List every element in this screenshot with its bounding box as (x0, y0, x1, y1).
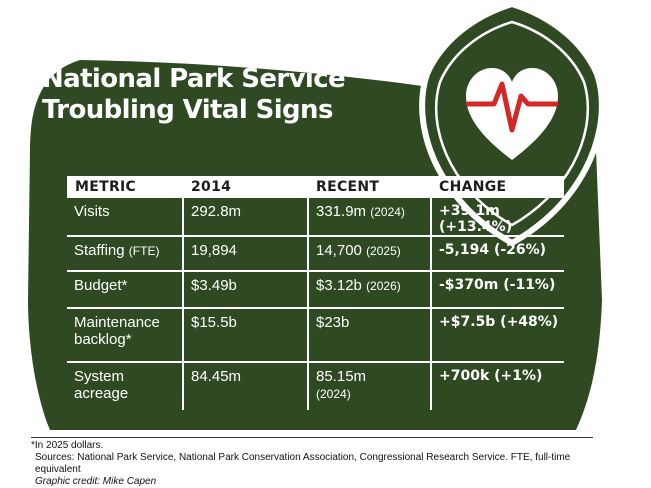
sources-note: Sources: National Park Service, National… (35, 452, 571, 475)
graphic-credit: Graphic credit: Mike Capen (35, 476, 157, 487)
recent-note: (2024) (316, 387, 351, 401)
metric-label: System acreage (74, 368, 129, 402)
table-row: Maintenance backlog* $15.5b $23b +$7.5b … (67, 308, 564, 363)
vital-signs-table-wrap: METRIC 2014 RECENT CHANGE Visits 292.8m … (67, 176, 564, 410)
vital-signs-table: METRIC 2014 RECENT CHANGE Visits 292.8m … (67, 176, 564, 410)
metric-cell: Budget* (67, 271, 183, 309)
change-cell: +39.1m (+13.4%) (430, 198, 564, 237)
value-2014-cell: $15.5b (182, 308, 308, 363)
footnote: *In 2025 dollars. (31, 440, 104, 451)
change-cell: +700k (+1%) (430, 362, 564, 410)
metric-note: (FTE) (128, 244, 160, 258)
value-2014-cell: 84.45m (182, 362, 308, 410)
recent-note: (2026) (366, 279, 401, 293)
recent-cell: 85.15m (2024) (307, 362, 431, 410)
change-cell: -$370m (-11%) (430, 271, 564, 309)
recent-value: $23b (316, 314, 350, 331)
metric-label: Maintenance backlog* (74, 314, 160, 348)
recent-value: 85.15m (316, 368, 367, 385)
metric-cell: System acreage (67, 362, 183, 410)
metric-label: Visits (74, 203, 110, 220)
recent-value: 331.9m (316, 203, 367, 220)
title-line-1: National Park Service (42, 64, 346, 94)
metric-cell: Maintenance backlog* (67, 308, 183, 363)
page-title: National Park Service Troubling Vital Si… (42, 64, 346, 126)
table-row: Budget* $3.49b $3.12b (2026) -$370m (-11… (67, 271, 564, 309)
footer: *In 2025 dollars. Sources: National Park… (31, 437, 593, 488)
recent-cell: 14,700 (2025) (307, 236, 431, 272)
recent-note: (2025) (366, 244, 401, 258)
recent-cell: $3.12b (2026) (307, 271, 431, 309)
title-line-2: Troubling Vital Signs (42, 95, 333, 125)
value-2014-cell: $3.49b (182, 271, 308, 309)
metric-label: Budget* (74, 277, 128, 294)
change-cell: +$7.5b (+48%) (430, 308, 564, 363)
recent-note: (2024) (370, 205, 405, 219)
metric-cell: Visits (67, 198, 183, 237)
table-header-row: METRIC 2014 RECENT CHANGE (67, 176, 564, 198)
value-2014-cell: 19,894 (182, 236, 308, 272)
column-header-metric: METRIC (67, 176, 183, 198)
change-cell: -5,194 (-26%) (430, 236, 564, 272)
recent-cell: 331.9m (2024) (307, 198, 431, 237)
table-row: System acreage 84.45m 85.15m (2024) +700k… (67, 362, 564, 410)
value-2014-cell: 292.8m (182, 198, 308, 237)
column-header-recent: RECENT (308, 176, 431, 198)
metric-cell: Staffing (FTE) (67, 236, 183, 272)
column-header-change: CHANGE (431, 176, 564, 198)
footer-divider (31, 437, 593, 438)
recent-value: 14,700 (316, 242, 362, 259)
metric-label: Staffing (74, 242, 125, 259)
column-header-2014: 2014 (183, 176, 308, 198)
recent-cell: $23b (307, 308, 431, 363)
table-row: Visits 292.8m 331.9m (2024) +39.1m (+13.… (67, 198, 564, 237)
recent-value: $3.12b (316, 277, 362, 294)
table-row: Staffing (FTE) 19,894 14,700 (2025) -5,1… (67, 236, 564, 272)
